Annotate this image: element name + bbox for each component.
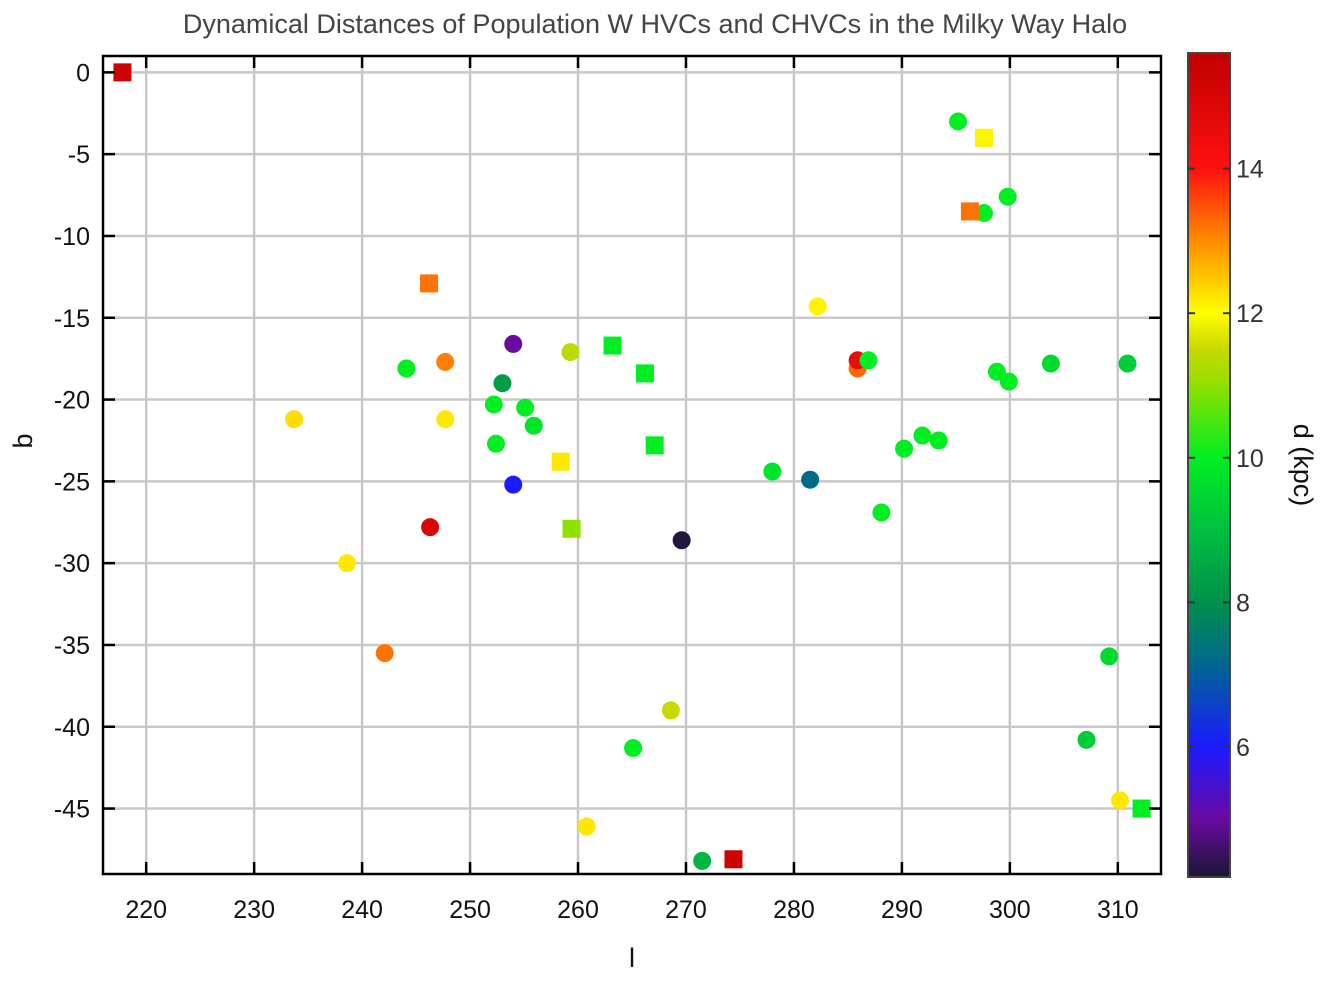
data-point-circle <box>624 739 643 758</box>
data-point-circle <box>577 817 596 836</box>
data-point-square <box>960 202 979 221</box>
data-point-circle <box>693 851 712 870</box>
data-point-circle <box>872 503 891 522</box>
y-tick-label: -30 <box>54 550 90 578</box>
x-tick-label: 310 <box>1097 896 1139 924</box>
y-axis-label: b <box>8 433 38 448</box>
data-point-square <box>562 519 581 538</box>
colorbar-tick-label: 14 <box>1236 156 1264 184</box>
data-point-circle <box>397 359 416 378</box>
data-point-square <box>635 364 654 383</box>
data-point-circle <box>895 439 914 458</box>
data-point-square <box>1132 799 1151 818</box>
data-point-circle <box>801 470 820 489</box>
chart-title: Dynamical Distances of Population W HVCs… <box>183 9 1127 39</box>
data-point-circle <box>516 398 535 417</box>
colorbar <box>1187 52 1231 878</box>
data-point-circle <box>859 351 878 370</box>
data-point-circle <box>484 395 503 414</box>
colorbar-tick-label: 8 <box>1236 589 1250 617</box>
data-point-circle <box>504 334 523 353</box>
x-tick-label: 240 <box>341 896 383 924</box>
data-point-circle <box>436 410 455 429</box>
y-tick-label: -35 <box>54 632 90 660</box>
colorbar-tick-label: 12 <box>1236 300 1264 328</box>
data-point-square <box>974 128 993 147</box>
colorbar-tick-label: 10 <box>1236 445 1264 473</box>
data-point-circle <box>1077 730 1096 749</box>
data-point-circle <box>504 475 523 494</box>
data-point-circle <box>285 410 304 429</box>
data-point-square <box>113 63 132 82</box>
x-tick-label: 300 <box>989 896 1031 924</box>
data-point-circle <box>808 297 827 316</box>
data-point-circle <box>1118 354 1137 373</box>
data-point-circle <box>974 204 993 223</box>
data-point-circle <box>999 372 1018 391</box>
data-point-square <box>603 336 622 355</box>
data-point-circle <box>998 187 1017 206</box>
data-point-circle <box>375 644 394 663</box>
data-point-circle <box>949 112 968 131</box>
y-tick-label: -20 <box>54 387 90 415</box>
x-tick-label: 230 <box>233 896 275 924</box>
data-point-circle <box>763 462 782 481</box>
colorbar-label: d (kpc) <box>1288 424 1318 507</box>
y-tick-label: -15 <box>54 305 90 333</box>
grid-lines <box>103 56 1161 874</box>
x-tick-label: 270 <box>665 896 707 924</box>
y-tick-label: -25 <box>54 468 90 496</box>
data-point-square <box>420 274 439 293</box>
x-axis-ticks: 220 230 240 250 260 270 280 290 300 310 <box>125 56 1139 924</box>
data-point-circle <box>987 362 1006 381</box>
data-point-square <box>724 850 743 869</box>
x-tick-label: 280 <box>773 896 815 924</box>
x-tick-label: 260 <box>557 896 599 924</box>
data-point-square <box>645 436 664 455</box>
colorbar-tick-label: 6 <box>1236 734 1250 762</box>
data-point-circle <box>661 701 680 720</box>
x-axis-label: l <box>629 943 635 973</box>
data-point-circle <box>672 531 691 550</box>
x-tick-label: 220 <box>125 896 167 924</box>
x-tick-label: 250 <box>449 896 491 924</box>
data-point-square <box>551 452 570 471</box>
data-point-circle <box>1110 791 1129 810</box>
y-tick-label: -10 <box>54 223 90 251</box>
x-tick-label: 290 <box>881 896 923 924</box>
data-point-circle <box>524 416 543 435</box>
colorbar-ticks: 6 8 10 12 14 <box>1188 156 1264 762</box>
data-point-circle <box>493 374 512 393</box>
data-point-circle <box>913 426 932 445</box>
y-tick-label: -40 <box>54 714 90 742</box>
y-tick-label: -45 <box>54 796 90 824</box>
data-point-circle <box>421 518 440 537</box>
data-point-circle <box>486 434 505 453</box>
data-point-circle <box>1100 647 1119 666</box>
data-point-circle <box>561 343 580 362</box>
y-axis-ticks: 0 -5 -10 -15 -20 -25 -30 -35 -40 -45 <box>54 59 1161 824</box>
data-point-circle <box>436 352 455 371</box>
y-tick-label: 0 <box>76 59 90 87</box>
data-point-circle <box>337 554 356 573</box>
y-tick-label: -5 <box>68 141 90 169</box>
data-point-circle <box>1041 354 1060 373</box>
plot-frame <box>101 54 1163 876</box>
data-point-circle <box>929 431 948 450</box>
data-markers <box>113 63 1151 870</box>
